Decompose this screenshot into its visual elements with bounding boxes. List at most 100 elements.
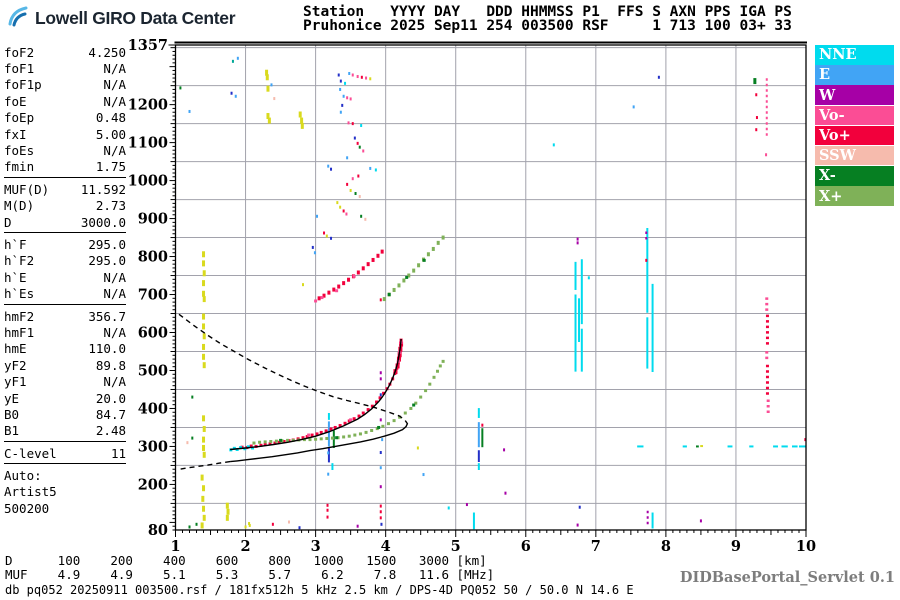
o-second-hop-point	[332, 287, 336, 292]
y-axis-label: 1000	[128, 173, 168, 190]
scatter-dash-point	[265, 74, 269, 81]
scatter-dash-point	[300, 117, 304, 124]
parameter-row: foEp 0.48	[4, 110, 126, 126]
y-axis-label: 80	[148, 522, 168, 539]
scatter-point	[379, 516, 382, 520]
x-second-hop-dark-point	[405, 275, 409, 279]
scatter-point	[248, 522, 251, 526]
scatter-point	[244, 525, 247, 529]
scatter-dash-point	[753, 78, 757, 85]
measurement-info-line: db pq052 20250911 003500.rsf / 181fx512h…	[5, 583, 634, 597]
x-second-hop-point	[392, 287, 396, 292]
scatter-dash-point	[226, 508, 230, 515]
scatter-dash-point	[202, 362, 206, 369]
parameter-group: Auto: Artist5 500200	[4, 467, 126, 516]
o-trace-point	[310, 433, 314, 437]
x-trace-point	[269, 440, 273, 444]
x-trace-point	[441, 359, 445, 363]
scatter-point	[356, 524, 359, 528]
parameter-label: M(D)	[4, 198, 35, 214]
scatter-point	[360, 124, 363, 128]
o-trace-pink-point	[349, 418, 353, 422]
scatter-point	[323, 231, 326, 235]
station-header-values: Pruhonice 2025 Sep11 254 003500 RSF 1 71…	[303, 17, 792, 34]
parameter-row: h`F 295.0	[4, 236, 126, 252]
x-second-hop-point	[412, 268, 416, 273]
parameter-row: hmF1 N/A	[4, 324, 126, 340]
x-trace-point	[409, 406, 413, 410]
scatter-point	[311, 245, 314, 249]
parameter-label: yF1	[4, 374, 27, 390]
o-second-hop-point	[327, 290, 331, 295]
x-trace-dark-point	[377, 425, 381, 429]
x-trace-point	[263, 440, 267, 444]
parameter-label: Auto:	[4, 468, 42, 484]
x-trace-point	[353, 433, 357, 437]
o-trace-bold-point	[395, 363, 400, 369]
x-axis-label: 10	[796, 538, 816, 555]
parameter-value: N/A	[103, 324, 126, 340]
scatter-point	[357, 174, 360, 178]
parameter-value: 356.7	[88, 308, 126, 324]
parameter-value: 3000.0	[80, 214, 126, 230]
giro-wave-icon	[8, 4, 32, 32]
scatter-point	[231, 59, 234, 63]
x-second-hop-point	[441, 235, 445, 240]
scatter-point	[346, 96, 349, 100]
scatter-dash-point	[202, 425, 206, 432]
x-trace-point	[438, 364, 442, 368]
parameter-label: foF2	[4, 44, 35, 60]
o-trace-point	[338, 424, 342, 428]
parameter-row: fxI 5.00	[4, 126, 126, 142]
scatter-dash-point	[202, 514, 206, 521]
x-trace-point	[291, 438, 295, 442]
legend-item-nne: NNE	[815, 45, 894, 65]
scatter-point	[379, 451, 382, 455]
scatter-point	[337, 73, 340, 77]
y-axis-label: 300	[138, 438, 168, 455]
parameter-label: foEp	[4, 110, 35, 126]
scatter-point	[356, 75, 359, 79]
scatter-point	[380, 522, 383, 526]
parameter-row: yE 20.0	[4, 390, 126, 406]
x-second-hop-point	[382, 297, 386, 302]
scatter-point	[503, 448, 506, 452]
lowell-giro-logo[interactable]: Lowell GIRO Data Center	[8, 4, 236, 32]
scatter-dash-point	[202, 280, 206, 287]
parameter-group: C-level 11	[4, 445, 126, 465]
x-axis-label: 3	[311, 538, 321, 555]
parameter-label: h`F2	[4, 253, 35, 269]
parameter-row: foEs N/A	[4, 142, 126, 158]
parameter-value: N/A	[103, 77, 126, 93]
parameter-value: 0.48	[95, 110, 126, 126]
scatter-point	[298, 526, 301, 530]
x-trace-point	[436, 369, 440, 373]
parameter-value: 11	[110, 445, 126, 461]
scatter-point	[339, 205, 342, 209]
parameter-row: B0 84.7	[4, 406, 126, 422]
x-trace-point	[330, 436, 334, 440]
scatter-point	[351, 73, 354, 77]
scatter-dash-point	[267, 117, 271, 124]
o-trace-point	[268, 442, 272, 446]
y-axis-label: 200	[138, 476, 168, 493]
parameter-label: fmin	[4, 159, 35, 175]
scatter-dash-point	[200, 522, 204, 529]
scatter-point	[326, 508, 329, 512]
o-trace-start-point	[246, 445, 250, 449]
parameter-row: MUF(D) 11.592	[4, 181, 126, 197]
scatter-point	[326, 515, 329, 519]
scatter-point	[379, 510, 382, 514]
scatter-point	[236, 56, 239, 60]
o-trace-start-point	[251, 446, 255, 450]
o-trace-point	[370, 404, 374, 408]
scatter-dash-point	[202, 505, 206, 512]
y-axis-label: 1100	[128, 135, 168, 152]
o-second-hop-point	[356, 270, 360, 275]
o-trace-point	[375, 400, 379, 404]
parameter-panel: foF2 4.250 foF1 N/A foF1p N/A foE N/A foEp 0.48 fx…	[4, 44, 126, 517]
parameter-row: foF2 4.250	[4, 44, 126, 60]
scatter-point	[349, 97, 352, 101]
y-axis-label: 1200	[128, 97, 168, 114]
legend-item-e: E	[815, 65, 894, 85]
